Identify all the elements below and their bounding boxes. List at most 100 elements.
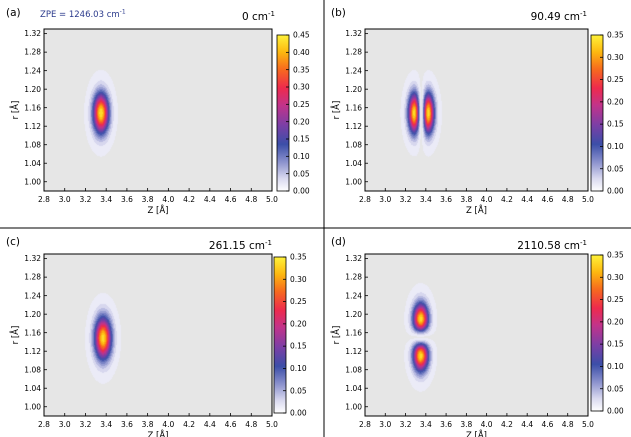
y-tick-label: 1.20 [345,310,362,319]
energy-label: 261.15 cm-1 [209,239,272,252]
colorbar-tick-label: 0.45 [293,31,310,40]
colorbar-tick-label: 0.20 [607,317,624,326]
x-tick-label: 4.8 [562,195,574,204]
colorbar-tick-label: 0.15 [290,342,307,351]
colorbar-tick-label: 0.30 [607,273,624,282]
y-tick-label: 1.32 [345,29,362,38]
x-axis-label: Z [Å] [148,204,169,216]
x-tick-label: 3.0 [59,195,71,204]
colorbar-tick-label: 0.10 [290,364,307,373]
colorbar-tick-label: 0.25 [293,100,310,109]
x-tick-label: 4.4 [521,195,533,204]
x-tick-label: 5.0 [266,420,278,429]
y-tick-label: 1.08 [345,140,362,149]
x-tick-label: 3.8 [142,195,154,204]
x-tick-label: 4.4 [204,195,216,204]
x-tick-label: 4.0 [162,420,174,429]
density-map [365,254,588,416]
colorbar-tick-label: 0.30 [607,53,624,62]
x-tick-label: 3.6 [440,195,452,204]
panel-label: (a) [6,7,21,19]
panel-label: (c) [6,236,20,248]
colorbar-tick-label: 0.20 [607,97,624,106]
x-tick-label: 2.8 [359,420,371,429]
colorbar-tick-label: 0.20 [293,117,310,126]
colorbar [276,34,290,192]
density-map [44,254,272,416]
y-tick-label: 1.20 [24,310,41,319]
y-tick-label: 1.24 [24,291,41,300]
y-axis-label: r [Å] [9,101,21,120]
x-tick-label: 4.6 [541,195,553,204]
x-tick-label: 4.6 [225,420,237,429]
colorbar-tick-label: 0.25 [607,75,624,84]
y-tick-label: 1.04 [24,159,41,168]
y-tick-label: 1.12 [345,347,362,356]
colorbar-tick-label: 0.25 [290,297,307,306]
y-tick-label: 1.24 [345,66,362,75]
x-axis-label: Z [Å] [148,429,169,437]
colorbar-tick-label: 0.30 [290,275,307,284]
x-tick-label: 3.2 [400,420,412,429]
energy-label: 90.49 cm-1 [531,10,587,23]
x-tick-label: 4.0 [481,420,493,429]
x-tick-label: 2.8 [359,195,371,204]
y-tick-label: 1.00 [345,177,362,186]
colorbar-tick-label: 0.35 [607,251,624,260]
panel-a: 2.8 3.0 3.2 3.4 3.6 3.8 4.0 4.2 4.4 4.6 4.8 5.0 1.00… [6,7,310,216]
y-tick-label: 1.24 [24,66,41,75]
x-tick-label: 2.8 [38,195,50,204]
y-tick-label: 1.04 [345,159,362,168]
x-tick-label: 3.0 [59,420,71,429]
colorbar-tick-label: 0.00 [290,409,307,418]
plot-frame [364,28,589,192]
y-tick-label: 1.12 [24,122,41,131]
y-tick-label: 1.16 [345,328,362,337]
panel-label: (d) [331,236,346,248]
x-tick-label: 3.0 [379,420,391,429]
colorbar-tick-label: 0.35 [607,31,624,40]
energy-label: 2110.58 cm-1 [517,239,587,252]
x-tick-label: 3.4 [420,195,432,204]
y-tick-label: 1.20 [345,85,362,94]
y-tick-label: 1.00 [345,402,362,411]
y-axis-label: r [Å] [9,326,21,345]
x-tick-label: 3.2 [79,420,91,429]
y-tick-label: 1.24 [345,291,362,300]
y-tick-label: 1.28 [345,273,362,282]
x-tick-label: 4.2 [183,195,195,204]
plot-frame [364,253,589,417]
y-tick-label: 1.04 [345,384,362,393]
x-tick-label: 5.0 [582,420,594,429]
panel-d: 2.8 3.0 3.2 3.4 3.6 3.8 4.0 4.2 4.4 4.6 4.8 5.0 1.00… [330,236,624,437]
x-tick-label: 4.0 [162,195,174,204]
y-tick-label: 1.12 [24,347,41,356]
y-tick-label: 1.28 [24,273,41,282]
colorbar-tick-label: 0.05 [293,169,310,178]
x-tick-label: 3.0 [379,195,391,204]
x-tick-label: 4.8 [245,195,257,204]
x-tick-label: 3.4 [420,420,432,429]
y-tick-label: 1.00 [24,402,41,411]
colorbar-tick-label: 0.05 [290,386,307,395]
x-tick-label: 3.8 [460,195,472,204]
x-tick-label: 5.0 [266,195,278,204]
x-tick-label: 3.2 [79,195,91,204]
colorbar-tick-label: 0.10 [293,152,310,161]
x-tick-label: 3.8 [142,420,154,429]
colorbar-tick-label: 0.30 [293,83,310,92]
zpe-label: ZPE = 1246.03 cm-1 [40,9,126,21]
colorbar-tick-label: 0.15 [293,135,310,144]
colorbar-tick-label: 0.05 [607,384,624,393]
y-tick-label: 1.16 [345,103,362,112]
y-axis-label: r [Å] [330,326,342,345]
x-tick-label: 4.0 [481,195,493,204]
x-tick-label: 2.8 [38,420,50,429]
colorbar-tick-label: 0.05 [607,164,624,173]
panel-b: 2.8 3.0 3.2 3.4 3.6 3.8 4.0 4.2 4.4 4.6 4.8 5.0 1.00… [330,7,624,216]
colorbar-tick-label: 0.10 [607,142,624,151]
density-map [365,29,588,191]
energy-label: 0 cm-1 [242,10,275,23]
colorbar [590,254,604,412]
colorbar-tick-label: 0.00 [293,187,310,196]
